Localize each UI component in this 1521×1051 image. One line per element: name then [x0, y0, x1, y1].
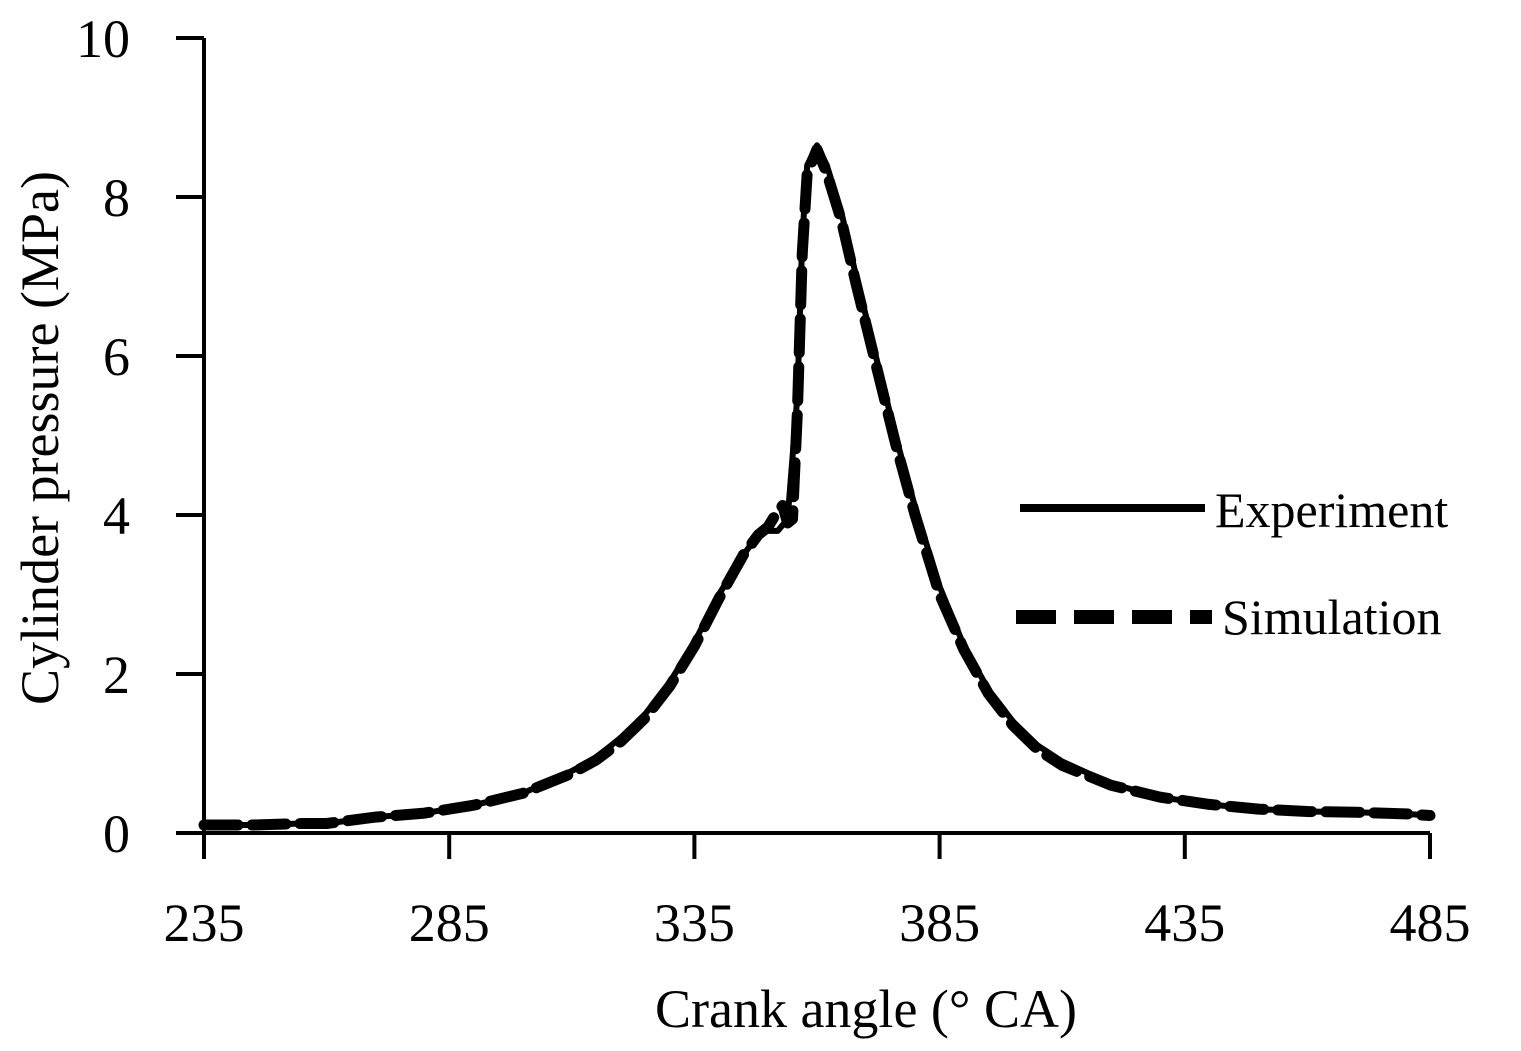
- y-axis-title: Cylinder pressure (MPa): [10, 171, 70, 705]
- y-tick-label: 0: [103, 804, 130, 864]
- x-tick-label: 335: [654, 893, 735, 953]
- plot-area: [198, 142, 1436, 831]
- y-tick-label: 6: [103, 327, 130, 387]
- x-tick-label: 435: [1144, 893, 1225, 953]
- legend-label-simulation: Simulation: [1222, 589, 1441, 645]
- ticks: 235 285 335 385 435 485 0 2 4 6 8 10: [76, 9, 1471, 953]
- legend: Experiment Simulation: [1016, 482, 1448, 645]
- legend-label-experiment: Experiment: [1215, 482, 1448, 538]
- y-tick-label: 2: [103, 645, 130, 705]
- y-tick-label: 10: [76, 9, 130, 69]
- series-line-simulation: [198, 143, 1436, 831]
- y-tick-label: 8: [103, 168, 130, 228]
- x-axis-title: Crank angle (° CA): [655, 979, 1077, 1039]
- y-tick-label: 4: [103, 486, 130, 546]
- axes: [176, 38, 1430, 835]
- x-tick-label: 235: [164, 893, 245, 953]
- x-tick-label: 285: [409, 893, 490, 953]
- x-tick-label: 385: [899, 893, 980, 953]
- x-tick-label: 485: [1390, 893, 1471, 953]
